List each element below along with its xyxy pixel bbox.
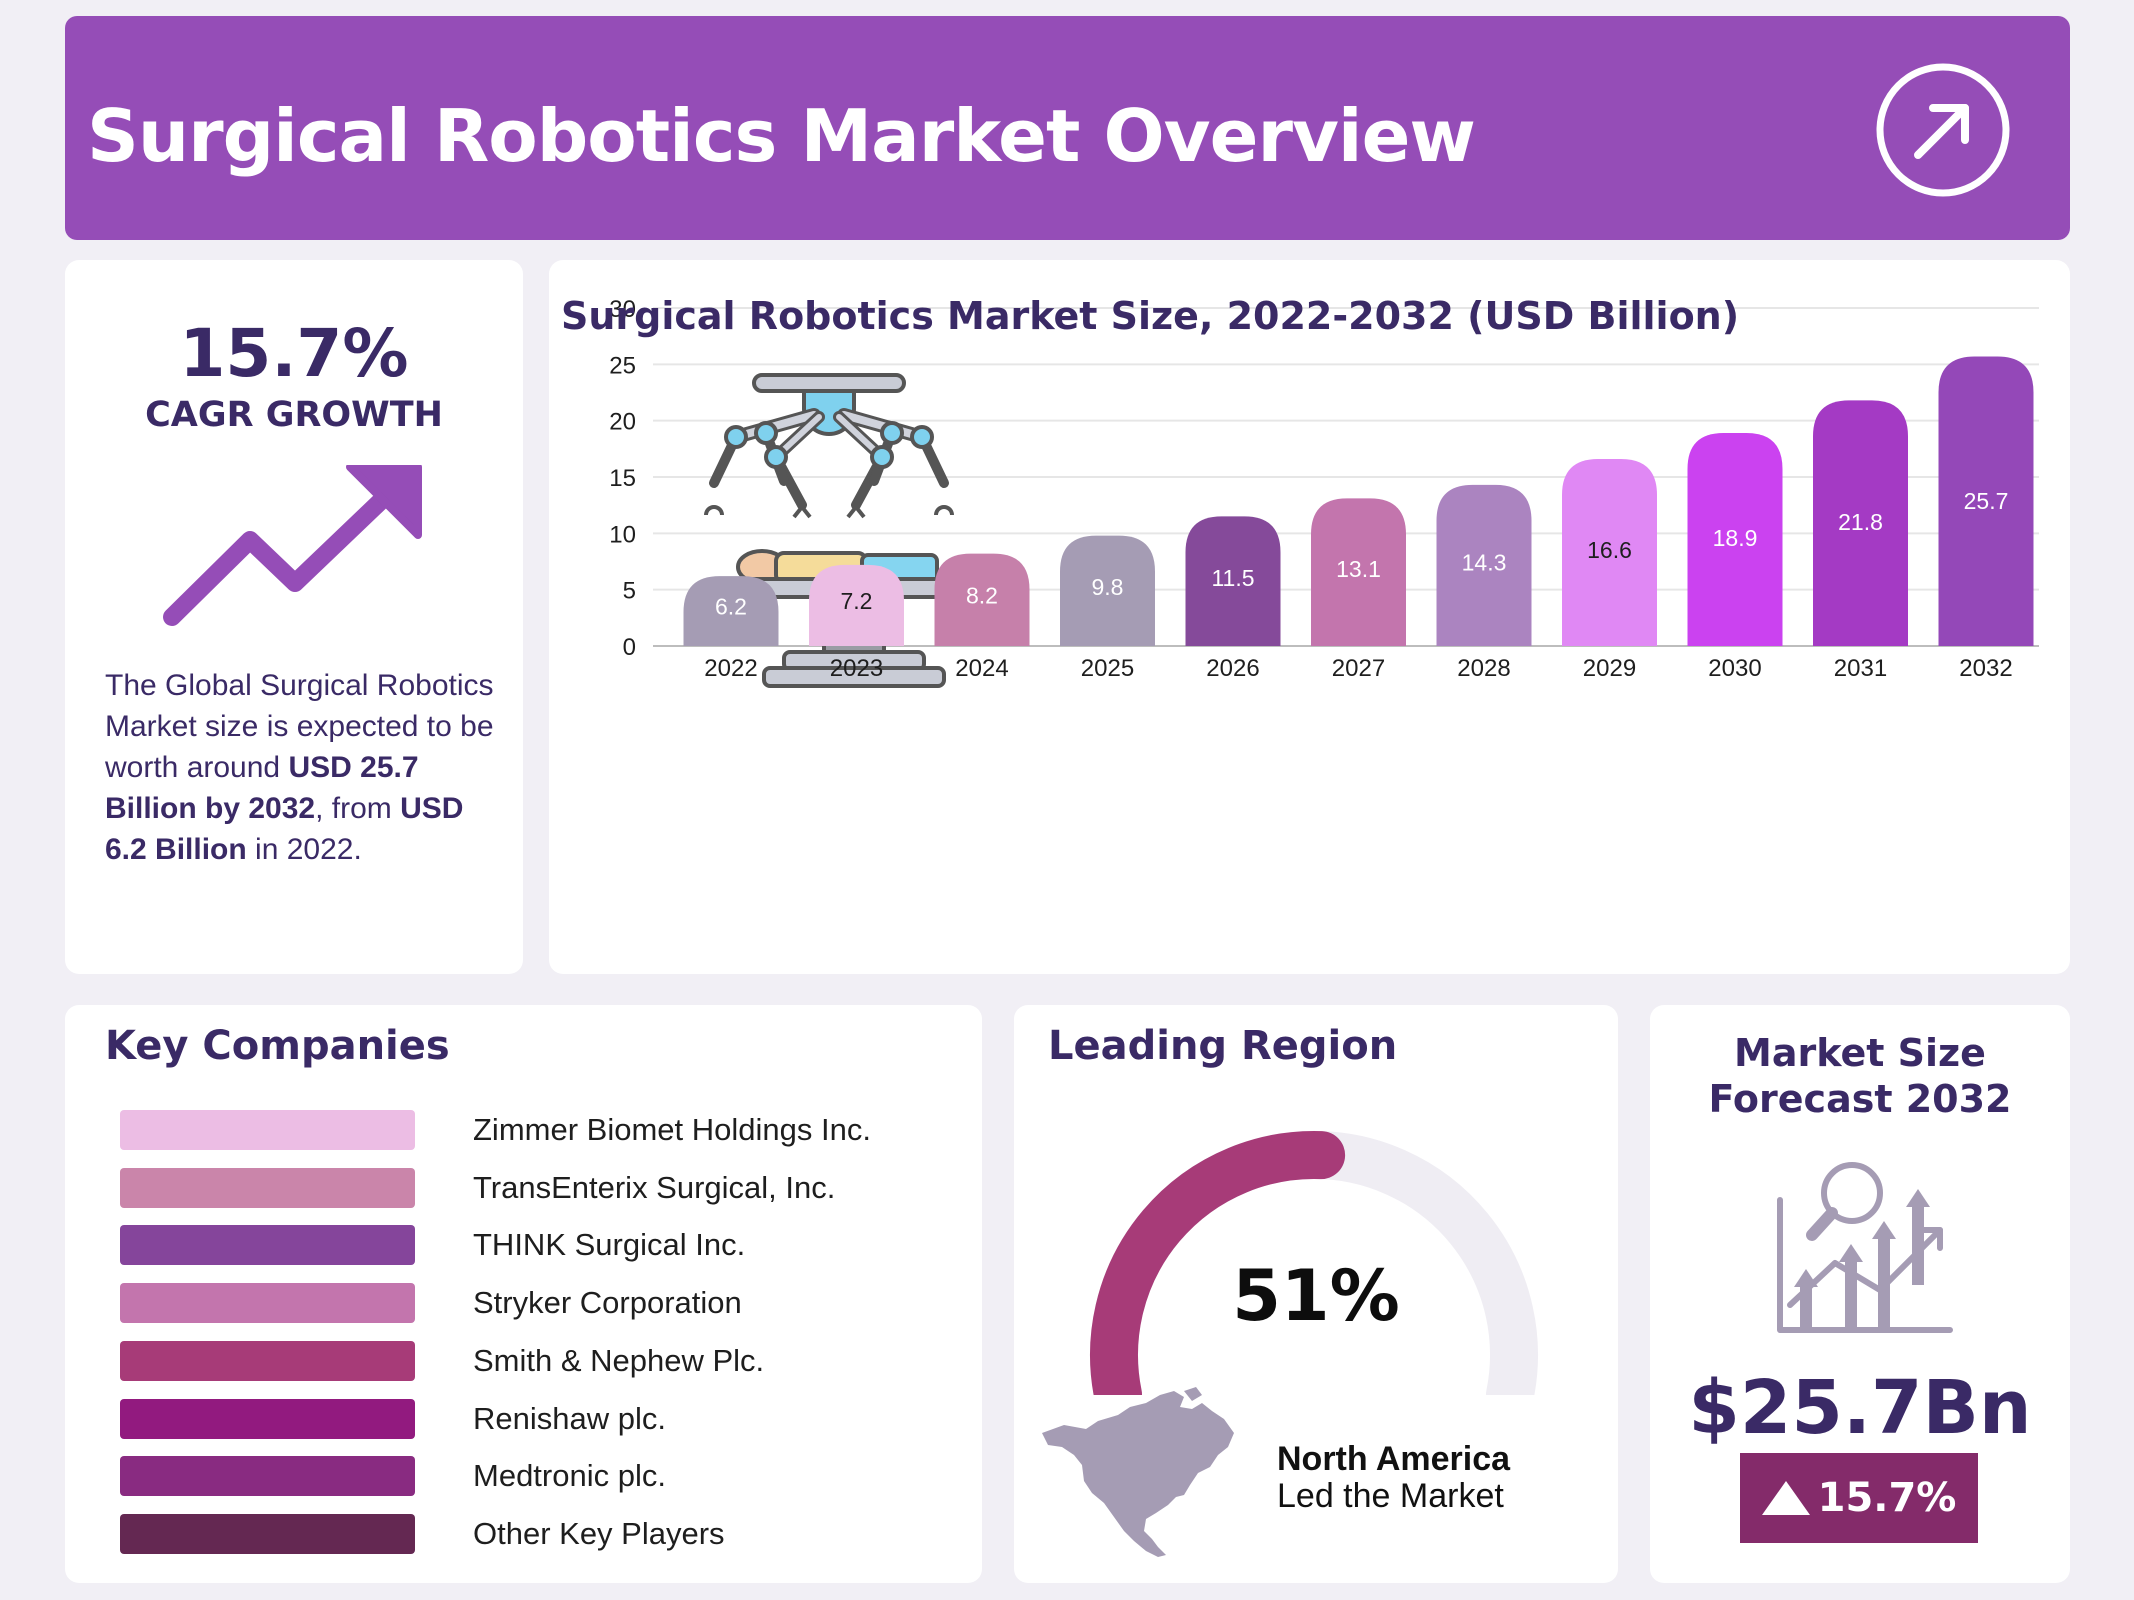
company-name: Medtronic plc. [473, 1458, 666, 1494]
market-size-forecast-card: Market Size Forecast 2032 $25.7Bn 15.7% [1650, 1005, 2070, 1583]
y-tick-label: 25 [609, 352, 636, 379]
leading-region-card: Leading Region 51% North America Led the… [1014, 1005, 1618, 1583]
cagr-card: 15.7% CAGR GROWTH The Global Surgical Ro… [65, 260, 523, 974]
company-color-swatch [120, 1513, 415, 1554]
company-name: Renishaw plc. [473, 1400, 666, 1436]
region-percent: 51% [1232, 1255, 1400, 1337]
company-name: TransEnterix Surgical, Inc. [473, 1169, 836, 1205]
x-tick-label: 2024 [955, 655, 1008, 682]
company-row: TransEnterix Surgical, Inc. [120, 1167, 940, 1208]
x-tick-label: 2031 [1834, 655, 1887, 682]
companies-title: Key Companies [105, 1023, 450, 1069]
bar-2024 [934, 553, 1030, 646]
company-name: Zimmer Biomet Holdings Inc. [473, 1112, 871, 1147]
cagr-label: CAGR GROWTH [145, 395, 443, 435]
bar-value-label: 18.9 [1713, 525, 1758, 551]
north-america-map-icon [1042, 1387, 1234, 1557]
bar-2032 [1938, 356, 2034, 646]
chart-title: Surgical Robotics Market Size, 2022-2032… [561, 294, 1740, 338]
bar-2029 [1562, 458, 1657, 646]
page-title: Surgical Robotics Market Overview [87, 94, 1476, 178]
y-tick-label: 0 [623, 634, 636, 661]
bar-2027 [1311, 498, 1406, 646]
y-tick-label: 20 [609, 409, 636, 436]
bar-value-label: 25.7 [1964, 488, 2009, 514]
bar-value-label: 9.8 [1092, 574, 1124, 600]
trend-up-icon [163, 465, 422, 626]
company-row: Smith & Nephew Plc. [120, 1340, 940, 1381]
x-tick-label: 2029 [1583, 655, 1636, 682]
region-share-gauge [1090, 1130, 1538, 1395]
x-tick-label: 2027 [1332, 655, 1385, 682]
y-tick-label: 10 [609, 521, 636, 548]
forecast-value: $25.7Bn [1688, 1365, 2032, 1451]
bar-value-label: 14.3 [1462, 550, 1507, 576]
growth-chart-magnifier-icon [1777, 1162, 1953, 1333]
key-companies-card: Key Companies Zimmer Biomet Holdings Inc… [65, 1005, 982, 1583]
region-subtitle: Led the Market [1277, 1477, 1504, 1515]
bar-2023 [809, 564, 904, 646]
company-name: Stryker Corporation [473, 1285, 742, 1321]
x-tick-label: 2022 [704, 655, 757, 682]
bar-2028 [1436, 484, 1532, 646]
x-tick-label: 2026 [1206, 655, 1259, 682]
bar-2026 [1185, 516, 1281, 646]
bar-2025 [1060, 535, 1155, 646]
y-tick-label: 30 [609, 296, 636, 323]
triangle-up-icon [1761, 1481, 1810, 1515]
bar-value-label: 21.8 [1838, 509, 1883, 535]
x-tick-label: 2030 [1708, 655, 1761, 682]
bar-value-label: 7.2 [841, 588, 873, 614]
company-name: THINK Surgical Inc. [473, 1227, 746, 1263]
market-size-chart-card: 0 5 10 15 20 25 30 [549, 260, 2070, 974]
company-color-swatch [120, 1456, 415, 1497]
company-color-swatch [120, 1225, 415, 1266]
company-color-swatch [120, 1340, 415, 1381]
y-tick-label: 5 [623, 578, 636, 605]
bar-value-label: 6.2 [715, 593, 747, 619]
bar-2031 [1813, 400, 1908, 646]
bar-value-label: 8.2 [966, 583, 998, 609]
company-row: Renishaw plc. [120, 1398, 940, 1439]
bar-2022 [683, 576, 779, 646]
growth-badge-value: 15.7% [1817, 1475, 1957, 1521]
company-name: Other Key Players [473, 1515, 725, 1551]
x-tick-label: 2032 [1959, 655, 2012, 682]
company-color-swatch [120, 1283, 415, 1324]
cagr-description: The Global Surgical Robotics Market size… [105, 669, 494, 866]
company-name: Smith & Nephew Plc. [473, 1342, 765, 1378]
bar-2030 [1687, 433, 1783, 646]
company-row: Zimmer Biomet Holdings Inc. [120, 1110, 940, 1150]
company-color-swatch [120, 1110, 415, 1150]
bar-value-label: 16.6 [1587, 537, 1632, 563]
growth-badge: 15.7% [1740, 1453, 1978, 1543]
y-tick-label: 15 [609, 465, 636, 492]
company-row: Medtronic plc. [120, 1456, 940, 1497]
company-color-swatch [120, 1398, 415, 1439]
x-tick-label: 2023 [830, 655, 883, 682]
cagr-value: 15.7% [179, 315, 409, 392]
x-tick-label: 2028 [1457, 655, 1510, 682]
company-row: Other Key Players [120, 1513, 940, 1554]
gauge-fill [1090, 1131, 1346, 1395]
company-row: THINK Surgical Inc. [120, 1225, 940, 1266]
bar-value-label: 11.5 [1211, 565, 1254, 591]
company-color-swatch [120, 1167, 415, 1208]
forecast-title: Market Size Forecast 2032 [1708, 1031, 2012, 1121]
bar-value-label: 13.1 [1336, 556, 1381, 582]
arrow-up-right-icon [1876, 63, 2010, 197]
region-title: Leading Region [1048, 1023, 1398, 1069]
header-banner: Surgical Robotics Market Overview [65, 16, 2070, 240]
company-row: Stryker Corporation [120, 1283, 940, 1324]
region-name: North America [1277, 1440, 1511, 1478]
x-tick-label: 2025 [1081, 655, 1134, 682]
